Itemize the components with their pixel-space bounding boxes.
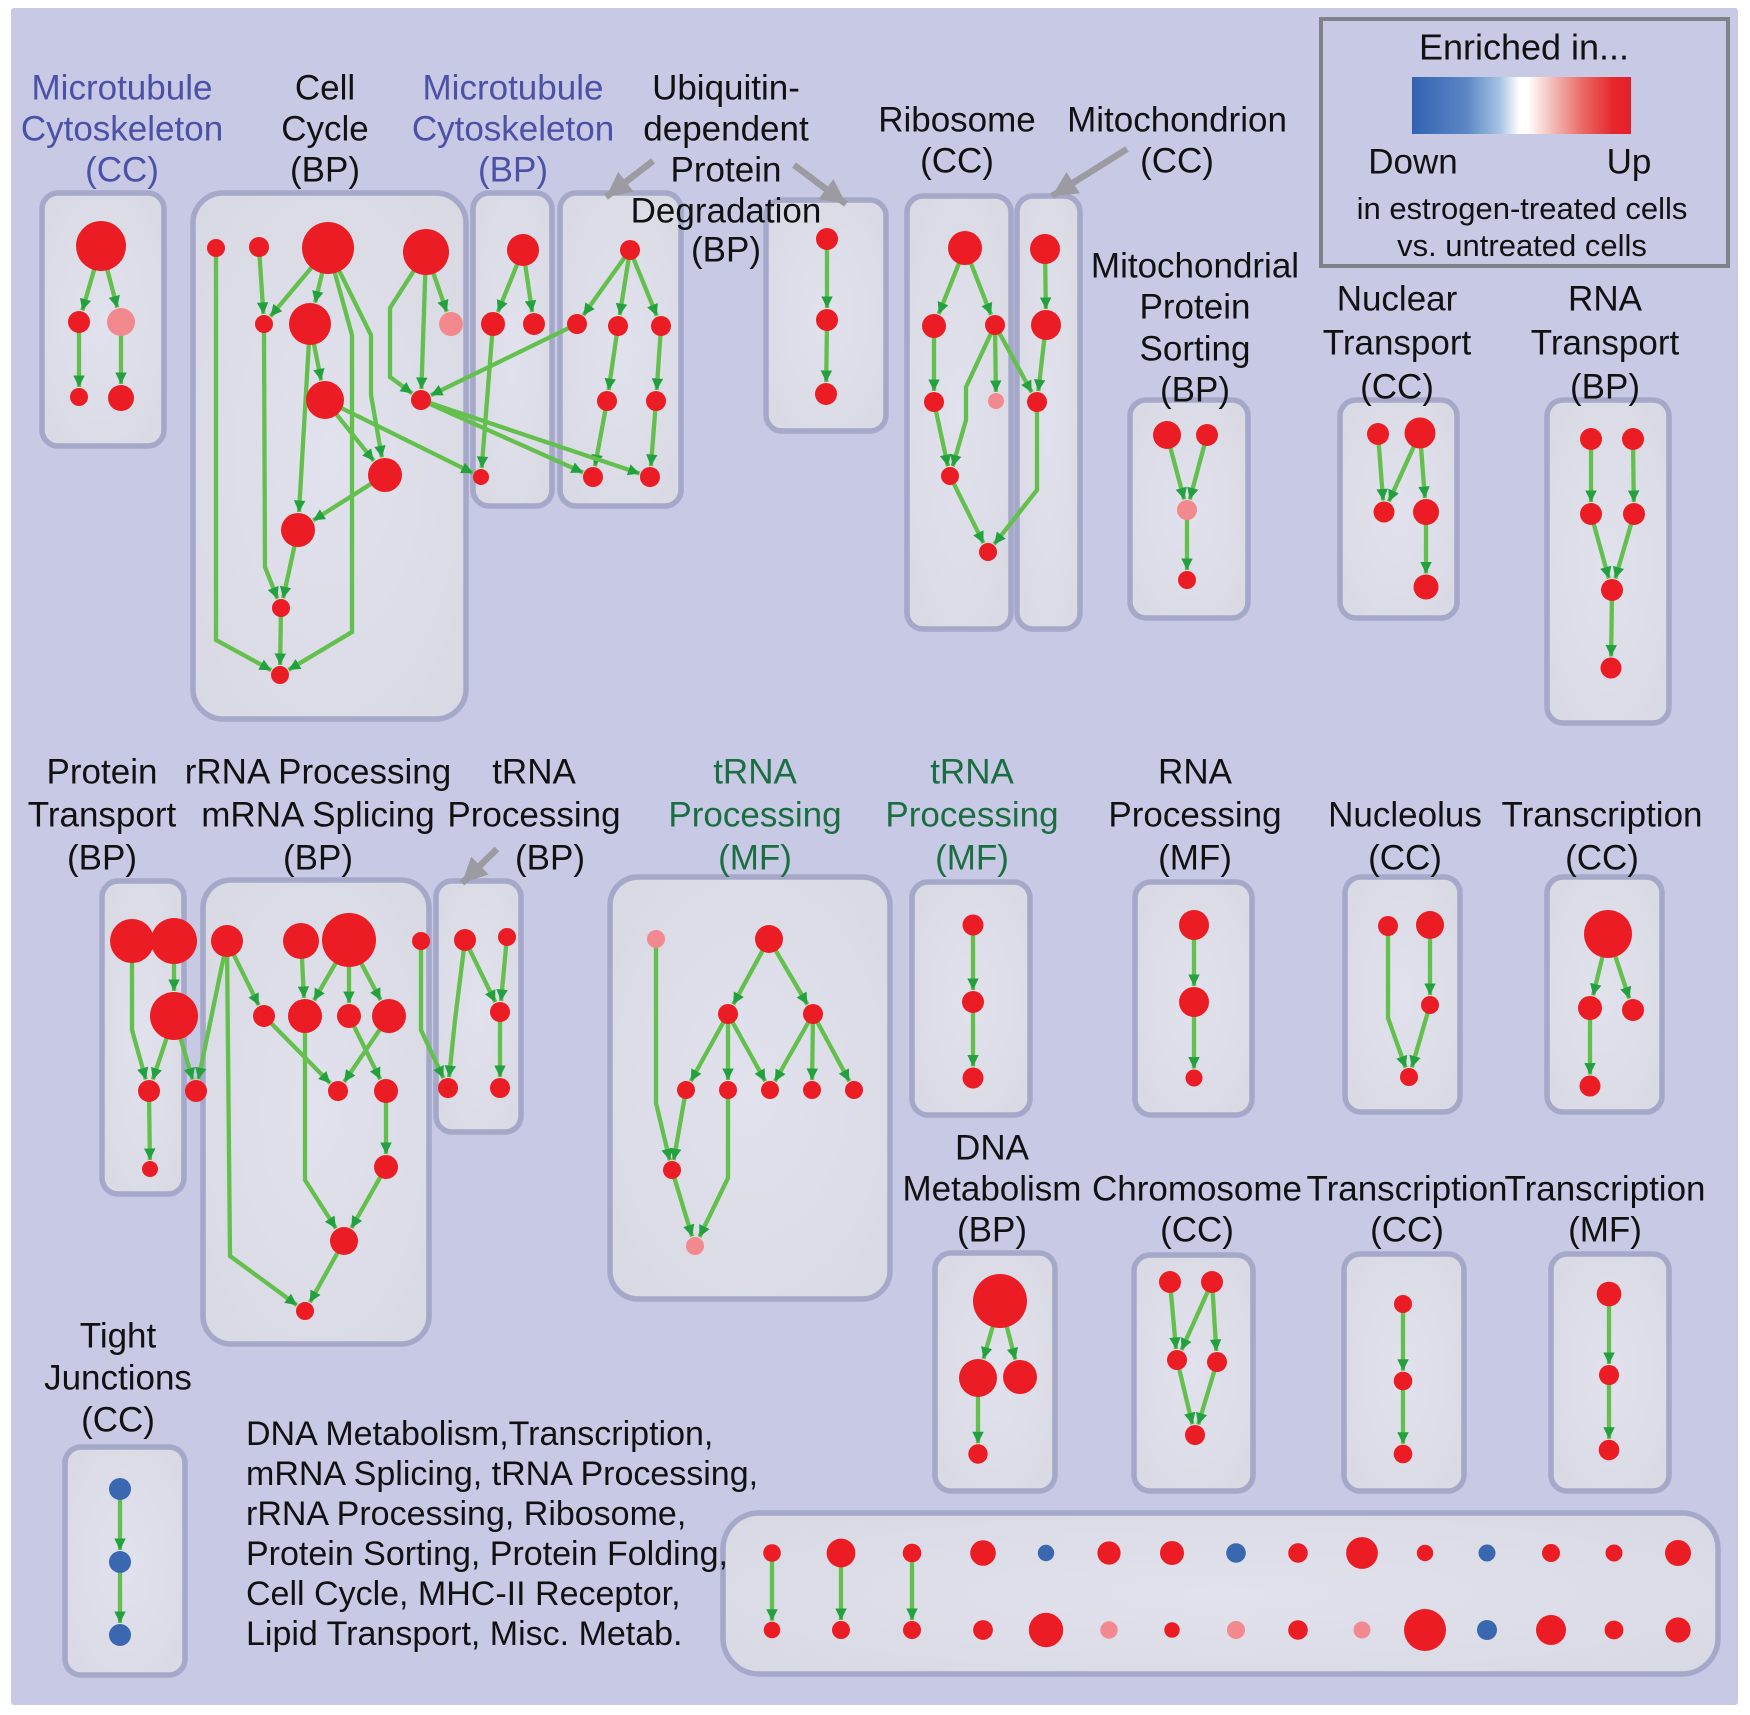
svg-text:(BP): (BP) [478,150,548,189]
svg-text:Transcription: Transcription [1307,1169,1508,1208]
svg-text:Processing: Processing [885,795,1058,834]
svg-text:Nucleolus: Nucleolus [1328,795,1482,834]
svg-text:(CC): (CC) [1360,367,1434,406]
svg-text:Cell: Cell [295,68,355,107]
svg-text:(MF): (MF) [718,838,792,877]
svg-text:Processing: Processing [447,795,620,834]
svg-text:Degradation: Degradation [631,191,822,230]
svg-text:(CC): (CC) [1160,1210,1234,1249]
svg-text:tRNA: tRNA [930,752,1014,791]
svg-text:(BP): (BP) [1160,370,1230,409]
svg-text:dependent: dependent [643,109,809,148]
svg-text:Protein: Protein [671,150,782,189]
svg-text:(CC): (CC) [1370,1210,1444,1249]
svg-text:(CC): (CC) [1565,838,1639,877]
svg-text:(CC): (CC) [1368,838,1442,877]
svg-text:Tight: Tight [80,1316,157,1355]
svg-text:(BP): (BP) [515,838,585,877]
svg-text:(BP): (BP) [1570,367,1640,406]
svg-text:vs. untreated cells: vs. untreated cells [1397,228,1647,263]
svg-text:(MF): (MF) [1568,1210,1642,1249]
svg-text:Chromosome: Chromosome [1092,1169,1302,1208]
svg-text:Mitochondrial: Mitochondrial [1091,246,1299,285]
svg-text:DNA Metabolism,Transcription,: DNA Metabolism,Transcription, [246,1415,713,1453]
svg-text:Mitochondrion: Mitochondrion [1067,100,1287,139]
svg-text:(CC): (CC) [1140,141,1214,180]
svg-text:Enriched in...: Enriched in... [1419,27,1629,68]
svg-text:(MF): (MF) [935,838,1009,877]
svg-text:(BP): (BP) [290,150,360,189]
svg-text:Sorting: Sorting [1140,329,1251,368]
svg-text:Junctions: Junctions [44,1358,192,1397]
svg-text:(BP): (BP) [957,1210,1027,1249]
svg-text:Cycle: Cycle [281,109,369,148]
svg-text:Metabolism: Metabolism [903,1169,1082,1208]
svg-text:Cell Cycle, MHC-II Receptor,: Cell Cycle, MHC-II Receptor, [246,1575,681,1613]
svg-text:Lipid Transport, Misc. Metab.: Lipid Transport, Misc. Metab. [246,1615,683,1653]
svg-text:(MF): (MF) [1158,838,1232,877]
svg-text:Up: Up [1607,142,1652,181]
svg-text:mRNA Splicing, tRNA Processing: mRNA Splicing, tRNA Processing, [246,1455,758,1493]
svg-text:(BP): (BP) [283,838,353,877]
svg-text:Transport: Transport [1323,323,1472,362]
svg-text:rRNA Processing: rRNA Processing [185,752,451,791]
svg-text:Microtubule: Microtubule [423,68,604,107]
svg-text:(CC): (CC) [81,1400,155,1439]
svg-text:(CC): (CC) [920,141,994,180]
svg-text:Transcription: Transcription [1505,1169,1706,1208]
svg-text:Protein: Protein [47,752,158,791]
svg-text:RNA: RNA [1158,752,1233,791]
svg-text:Down: Down [1368,142,1457,181]
svg-text:(BP): (BP) [67,838,137,877]
svg-text:tRNA: tRNA [713,752,797,791]
svg-text:Transport: Transport [28,795,177,834]
svg-text:rRNA Processing, Ribosome,: rRNA Processing, Ribosome, [246,1495,686,1533]
svg-text:mRNA Splicing: mRNA Splicing [201,795,434,834]
svg-text:DNA: DNA [955,1128,1030,1167]
svg-text:Processing: Processing [668,795,841,834]
svg-text:Protein: Protein [1140,287,1251,326]
svg-text:(CC): (CC) [85,150,159,189]
svg-text:Microtubule: Microtubule [32,68,213,107]
svg-text:Ubiquitin-: Ubiquitin- [652,68,800,107]
svg-text:Cytoskeleton: Cytoskeleton [412,109,614,148]
svg-text:Ribosome: Ribosome [878,100,1036,139]
svg-text:tRNA: tRNA [492,752,576,791]
svg-text:Protein Sorting, Protein Foldi: Protein Sorting, Protein Folding, [246,1535,728,1573]
svg-text:Transcription: Transcription [1502,795,1703,834]
svg-text:in estrogen-treated cells: in estrogen-treated cells [1357,191,1688,226]
svg-text:RNA: RNA [1568,279,1643,318]
svg-text:Processing: Processing [1108,795,1281,834]
svg-text:Nuclear: Nuclear [1337,279,1458,318]
svg-text:Transport: Transport [1531,323,1680,362]
svg-text:Cytoskeleton: Cytoskeleton [21,109,223,148]
svg-text:(BP): (BP) [691,230,761,269]
